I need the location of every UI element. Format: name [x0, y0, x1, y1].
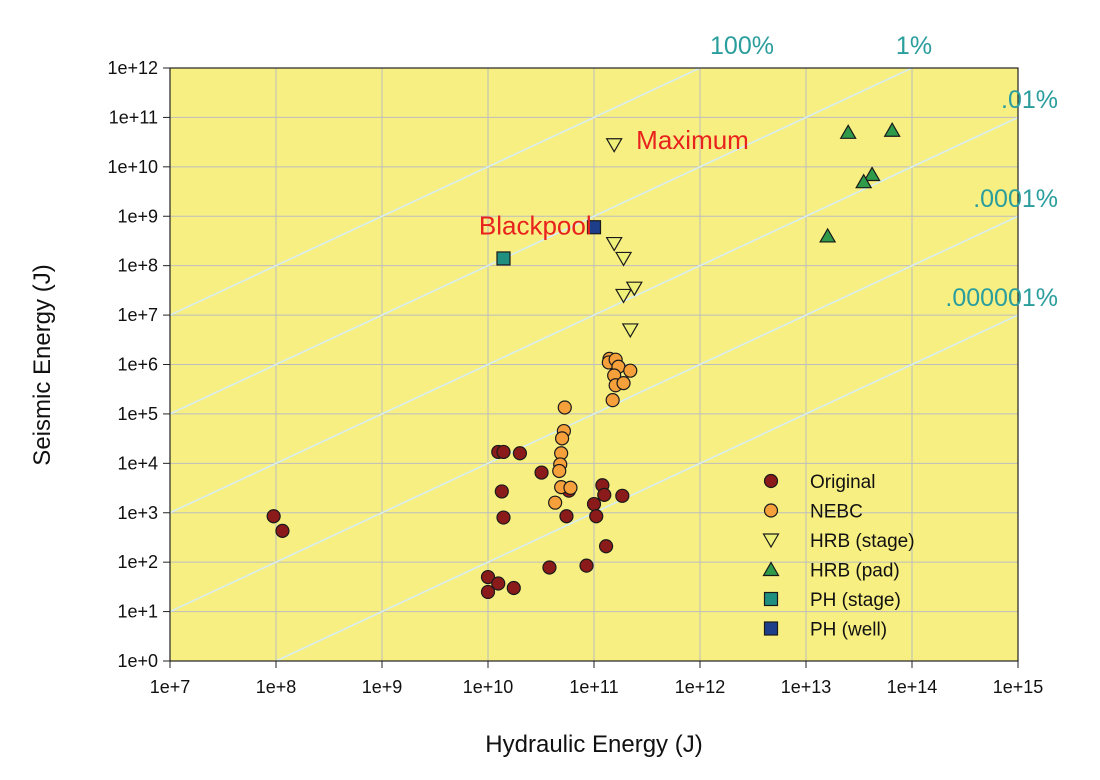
y-tick-label: 1e+11: [109, 107, 158, 127]
annotation-blackpool: Blackpool: [479, 210, 592, 240]
original-point: [559, 509, 574, 524]
original-point: [496, 444, 511, 460]
original-point: [491, 576, 506, 591]
legend-marker-nebc: [763, 503, 779, 518]
hrb-pad-point: [839, 124, 857, 139]
y-tick-label: 1e+2: [117, 552, 158, 572]
hrb-stage-point: [605, 236, 623, 252]
hrb-stage-point: [615, 251, 633, 267]
legend-marker-ph-stage: [763, 591, 779, 607]
nebc-point: [554, 431, 570, 446]
legend-label-hrb-pad: HRB (pad): [810, 561, 900, 582]
y-tick-label: 1e+10: [107, 157, 158, 177]
x-tick-label: 1e+7: [150, 677, 191, 697]
y-tick-label: 1e+7: [117, 305, 158, 325]
nebc-point: [548, 495, 563, 510]
ratio-lines: [170, 68, 1018, 661]
original-point: [586, 496, 602, 512]
x-tick-label: 1e+11: [569, 677, 618, 697]
y-tick-label: 1e+5: [117, 404, 158, 424]
nebc-point: [563, 480, 578, 495]
ratio-label: .000001%: [945, 284, 1058, 312]
hrb-stage-point: [605, 138, 623, 153]
hrb-pad-point: [883, 122, 901, 137]
ratio-label: 1%: [896, 32, 932, 60]
original-point: [275, 523, 290, 538]
y-tick-label: 1e+8: [117, 256, 158, 276]
nebc-point: [616, 376, 631, 391]
data-points: [266, 122, 901, 600]
legend-marker-hrb-pad: [762, 561, 780, 577]
x-axis-title: Hydraulic Energy (J): [485, 731, 702, 758]
ph-well-point: [586, 220, 602, 235]
annotations: Maximum Blackpool: [479, 125, 749, 241]
ph-stage-point: [496, 251, 511, 266]
original-point: [480, 584, 496, 600]
original-point: [506, 580, 521, 596]
legend-label-ph-well: PH (well): [810, 620, 887, 641]
legend-label-original: Original: [810, 472, 875, 493]
x-tick-label: 1e+8: [256, 677, 297, 697]
y-tick-label: 1e+12: [107, 58, 158, 78]
legend-label-hrb-stage: HRB (stage): [810, 531, 915, 552]
ratio-line: [170, 215, 1018, 613]
original-point: [615, 488, 630, 503]
hrb-stage-point: [625, 281, 643, 297]
x-tick-label: 1e+9: [362, 677, 403, 697]
y-tick-label: 1e+6: [117, 355, 158, 375]
ratio-label: 100%: [710, 32, 774, 60]
original-point: [496, 510, 511, 525]
annotation-maximum: Maximum: [636, 125, 749, 155]
y-tick-label: 1e+4: [117, 453, 158, 473]
legend-marker-original: [763, 473, 779, 489]
x-tick-label: 1e+12: [675, 677, 726, 697]
legend-label-nebc: NEBC: [810, 502, 863, 523]
x-tick-label: 1e+14: [887, 677, 938, 697]
original-point: [597, 487, 612, 502]
nebc-point: [557, 400, 572, 415]
nebc-point: [605, 393, 620, 408]
hrb-pad-point: [819, 227, 837, 243]
hrb-stage-point: [615, 288, 633, 304]
x-tick-label: 1e+13: [781, 677, 832, 697]
legend-marker-ph-well: [763, 621, 779, 636]
nebc-point: [552, 463, 567, 479]
legend: Original NEBC HRB (stage) HRB (pad) PH (stag…: [762, 472, 915, 641]
original-point: [480, 569, 496, 585]
hrb-pad-point: [863, 166, 881, 182]
legend-marker-hrb-stage: [762, 533, 780, 549]
y-tick-label: 1e+3: [117, 503, 158, 523]
ratio-line: [170, 116, 1018, 514]
original-point: [598, 539, 614, 554]
ratio-line: [170, 68, 702, 316]
original-point: [494, 484, 509, 499]
legend-label-ph-stage: PH (stage): [810, 590, 901, 611]
original-point: [512, 446, 528, 461]
y-axis-title: Seismic Energy (J): [29, 264, 56, 465]
original-point: [579, 558, 594, 573]
original-point: [542, 560, 557, 575]
x-tick-label: 1e+10: [463, 677, 514, 697]
y-tick-label: 1e+9: [117, 206, 158, 226]
ratio-labels: 100% 1% .01% .0001% .000001%: [710, 32, 1058, 312]
y-tick-label: 1e+0: [117, 651, 158, 671]
ratio-line: [170, 68, 914, 415]
original-point: [534, 465, 549, 480]
hrb-pad-point: [855, 173, 873, 189]
nebc-point: [623, 363, 638, 378]
x-tick-label: 1e+15: [993, 677, 1044, 697]
axis-ticks: 1e+7 1e+8 1e+9 1e+10 1e+11 1e+12 1e+13 1e+14 1e+…: [107, 58, 1043, 697]
ratio-label: .01%: [1001, 86, 1058, 114]
original-point: [589, 509, 604, 524]
y-tick-label: 1e+1: [117, 602, 158, 622]
hrb-stage-point: [621, 323, 639, 339]
original-point: [266, 509, 281, 524]
ratio-label: .0001%: [973, 185, 1058, 213]
